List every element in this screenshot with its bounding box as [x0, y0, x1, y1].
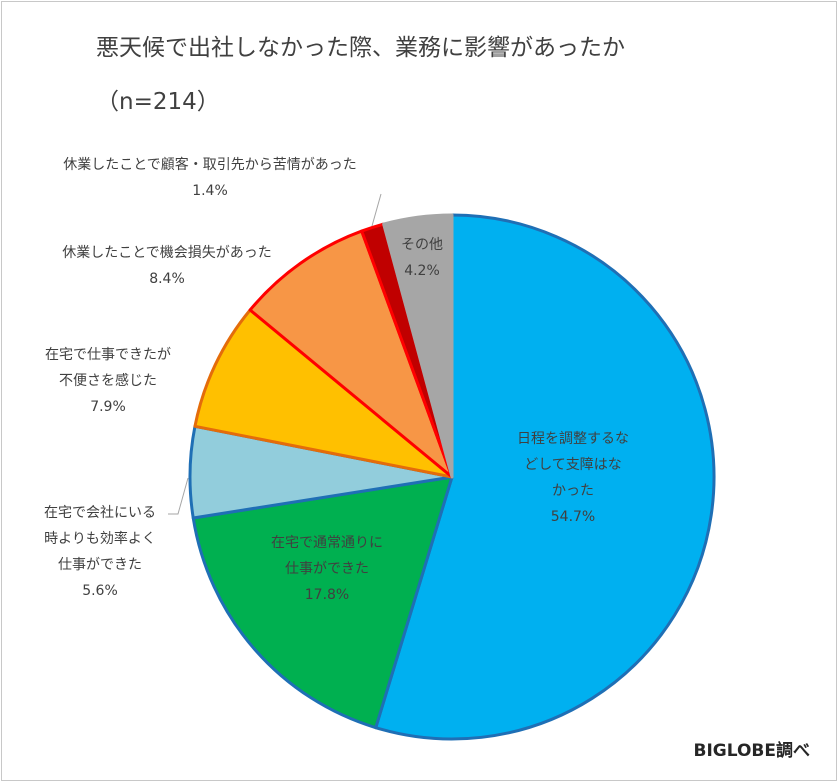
- label-text-line: 時よりも効率よく: [44, 531, 156, 547]
- slice-other: [382, 213, 454, 479]
- label-text-line: かった: [552, 483, 594, 499]
- source-note: BIGLOBE調べ: [693, 741, 811, 761]
- label-lost-opportunity: 休業したことで機会損失があった 8.4%: [22, 240, 312, 292]
- label-percent: 54.7%: [550, 509, 596, 525]
- slice-remote-normal: [191, 475, 454, 730]
- label-percent: 17.8%: [304, 587, 350, 603]
- label-other: その他 4.2%: [384, 232, 460, 284]
- label-percent: 5.6%: [82, 583, 118, 599]
- label-percent: 8.4%: [149, 271, 185, 287]
- label-text-line: 仕事ができた: [58, 557, 142, 573]
- leader-line-complaints: [371, 193, 382, 227]
- label-text-line: 休業したことで機会損失があった: [62, 245, 272, 261]
- slice-lost-opportunity: [248, 229, 454, 479]
- label-text-line: どして支障はな: [524, 457, 622, 473]
- label-percent: 4.2%: [404, 263, 440, 279]
- label-text-line: 休業したことで顧客・取引先から苦情があった: [63, 157, 357, 173]
- label-complaints: 休業したことで顧客・取引先から苦情があった 1.4%: [20, 152, 400, 204]
- label-text-line: 在宅で仕事できたが: [45, 347, 171, 363]
- label-remote-efficient: 在宅で会社にいる 時よりも効率よく 仕事ができた 5.6%: [20, 500, 180, 604]
- label-remote-inconvenient: 在宅で仕事できたが 不便さを感じた 7.9%: [22, 342, 194, 420]
- label-percent: 7.9%: [90, 399, 126, 415]
- label-text-line: 在宅で通常通りに: [271, 535, 383, 551]
- slice-no-impact: [374, 213, 716, 741]
- label-remote-normal: 在宅で通常通りに 仕事ができた 17.8%: [242, 530, 412, 608]
- label-text-line: 不便さを感じた: [59, 373, 157, 389]
- label-text-line: その他: [401, 237, 443, 253]
- label-no-impact: 日程を調整するな どして支障はな かった 54.7%: [488, 426, 658, 530]
- leader-line-remote-efficient: [168, 477, 189, 515]
- chart-subtitle: （n=214）: [96, 89, 220, 115]
- label-percent: 1.4%: [192, 183, 228, 199]
- label-text-line: 在宅で会社にいる: [44, 505, 156, 521]
- label-text-line: 日程を調整するな: [517, 431, 629, 447]
- chart-title: 悪天候で出社しなかった際、業務に影響があったか: [96, 35, 625, 61]
- slice-remote-inconvenient: [193, 308, 454, 479]
- label-text-line: 仕事ができた: [285, 561, 369, 577]
